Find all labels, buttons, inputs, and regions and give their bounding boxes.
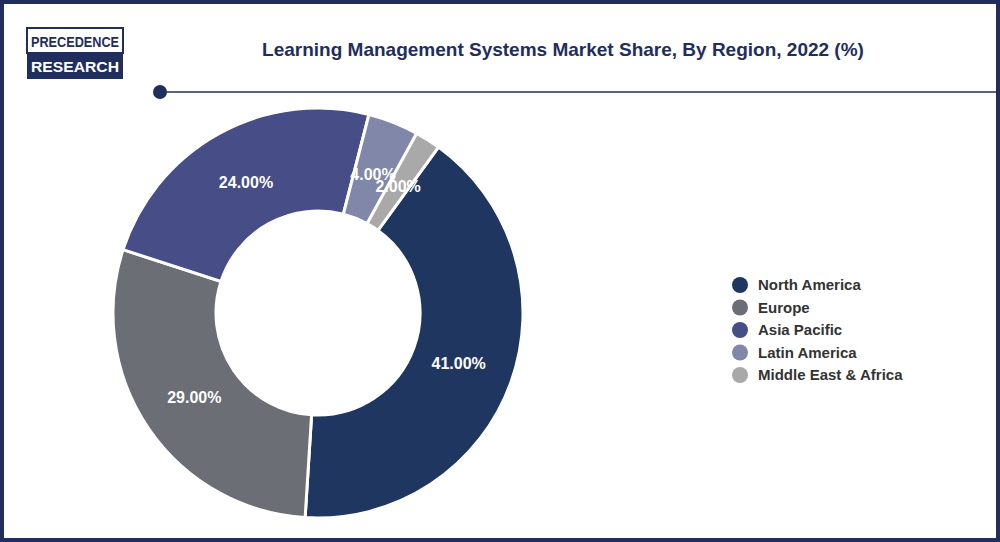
legend-swatch [732,345,748,361]
legend-label: North America [758,276,861,293]
title-rule-dot [153,85,167,99]
legend-swatch [732,300,748,316]
title-rule [160,91,996,93]
legend-item: Asia Pacific [732,321,842,338]
legend-item: Middle East & Africa [732,366,903,383]
legend-swatch [732,322,748,338]
legend-item: North America [732,276,861,293]
legend-label: Europe [758,299,810,316]
legend-label: Asia Pacific [758,321,842,338]
data-label: 24.00% [219,174,273,191]
legend-swatch [732,367,748,383]
slice [123,108,369,281]
frame [2,2,998,540]
legend-swatch [732,277,748,293]
slice [113,250,312,518]
logo-text: RESEARCH [31,58,119,75]
legend: North America Europe Asia Pacific Latin Ame… [732,276,903,383]
legend-item: Latin America [732,344,857,361]
slice [367,133,438,230]
data-label: 41.00% [432,355,486,372]
chart: PRECEDENCE RESEARCH Learning Management Sy… [0,0,1000,542]
logo: PRECEDENCE RESEARCH [27,28,123,79]
data-labels: 41.00%29.00%24.00%4.00%2.00% [167,166,486,406]
data-label: 2.00% [375,178,420,195]
legend-label: Middle East & Africa [758,366,903,383]
title: Learning Management Systems Market Share… [262,39,864,60]
slices [113,108,523,518]
logo-text: PRECEDENCE [31,33,119,50]
legend-label: Latin America [758,344,857,361]
legend-item: Europe [732,299,810,316]
logo-box-top [27,28,123,53]
logo-box-bottom [27,53,123,79]
data-label: 29.00% [167,389,221,406]
